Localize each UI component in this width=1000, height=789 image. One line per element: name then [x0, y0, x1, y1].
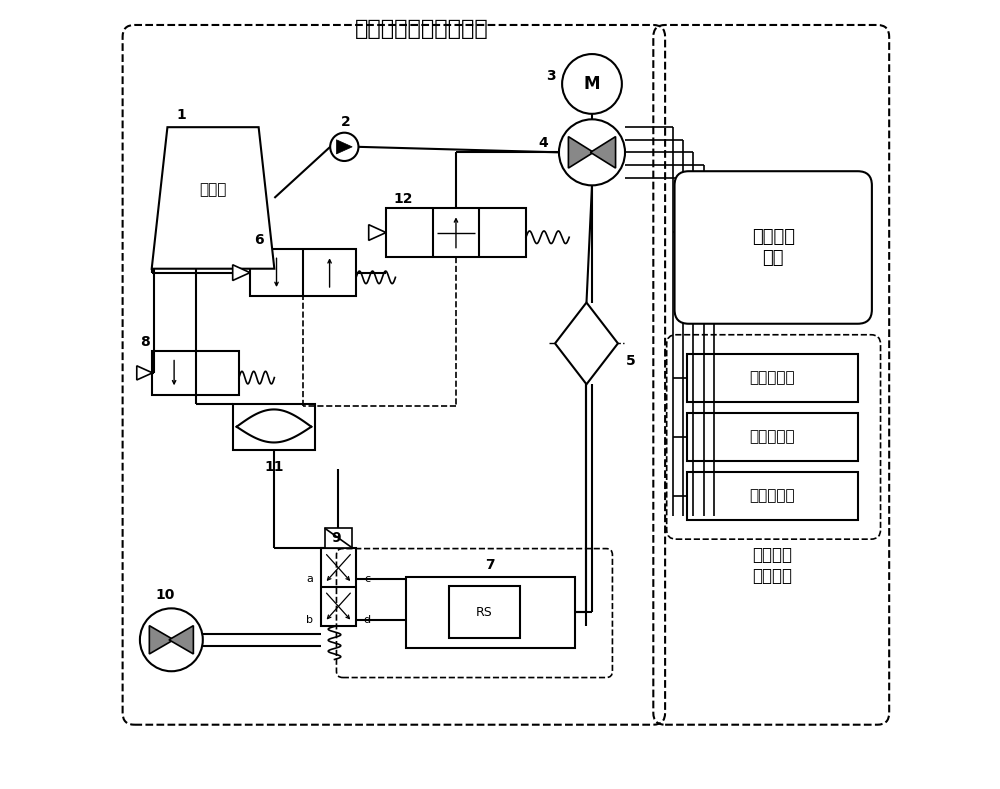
Bar [687, 353, 858, 402]
Bar [321, 548, 356, 626]
Text: 4: 4 [538, 136, 548, 150]
Polygon shape [169, 626, 193, 654]
Text: RS: RS [476, 606, 493, 619]
Text: 11: 11 [264, 460, 284, 474]
Polygon shape [233, 265, 250, 281]
Text: 10: 10 [155, 588, 175, 602]
Bar [406, 577, 575, 648]
Text: 运算控制
模块: 运算控制 模块 [752, 228, 795, 267]
Text: 液压气动组合驱动模块: 液压气动组合驱动模块 [355, 19, 488, 39]
Polygon shape [137, 366, 152, 380]
Polygon shape [152, 127, 274, 269]
Text: b: b [306, 615, 313, 625]
Circle shape [562, 54, 622, 114]
Polygon shape [369, 225, 386, 241]
Polygon shape [555, 302, 618, 384]
Bar [152, 351, 239, 394]
Circle shape [559, 119, 625, 185]
Text: a: a [306, 574, 313, 585]
Bar [386, 208, 526, 257]
Text: 8: 8 [140, 335, 150, 349]
FancyBboxPatch shape [675, 171, 872, 323]
Text: 12: 12 [394, 192, 413, 206]
Text: 2: 2 [341, 114, 351, 129]
Text: 5: 5 [626, 353, 635, 368]
Text: 6: 6 [255, 233, 264, 247]
Bar [250, 249, 356, 296]
Bar [687, 413, 858, 462]
Bar [687, 472, 858, 520]
Text: 深度传感器: 深度传感器 [750, 488, 795, 503]
Polygon shape [568, 136, 594, 168]
Text: 9: 9 [331, 530, 341, 544]
Text: 液压油: 液压油 [199, 182, 227, 197]
Text: 7: 7 [485, 558, 495, 572]
Text: d: d [364, 615, 371, 625]
Bar [325, 528, 352, 548]
Polygon shape [149, 626, 174, 654]
Circle shape [140, 608, 203, 671]
Text: c: c [364, 574, 370, 585]
Text: 海洋环境
感知模块: 海洋环境 感知模块 [752, 547, 792, 585]
Text: 1: 1 [177, 108, 186, 122]
Text: M: M [584, 75, 600, 93]
Polygon shape [590, 136, 616, 168]
Polygon shape [336, 140, 352, 154]
Circle shape [330, 133, 358, 161]
Text: 盐度传感器: 盐度传感器 [750, 429, 795, 444]
Bar [449, 586, 520, 638]
Text: 温度传感器: 温度传感器 [750, 371, 795, 386]
Bar [233, 404, 315, 450]
Text: 3: 3 [546, 69, 556, 83]
